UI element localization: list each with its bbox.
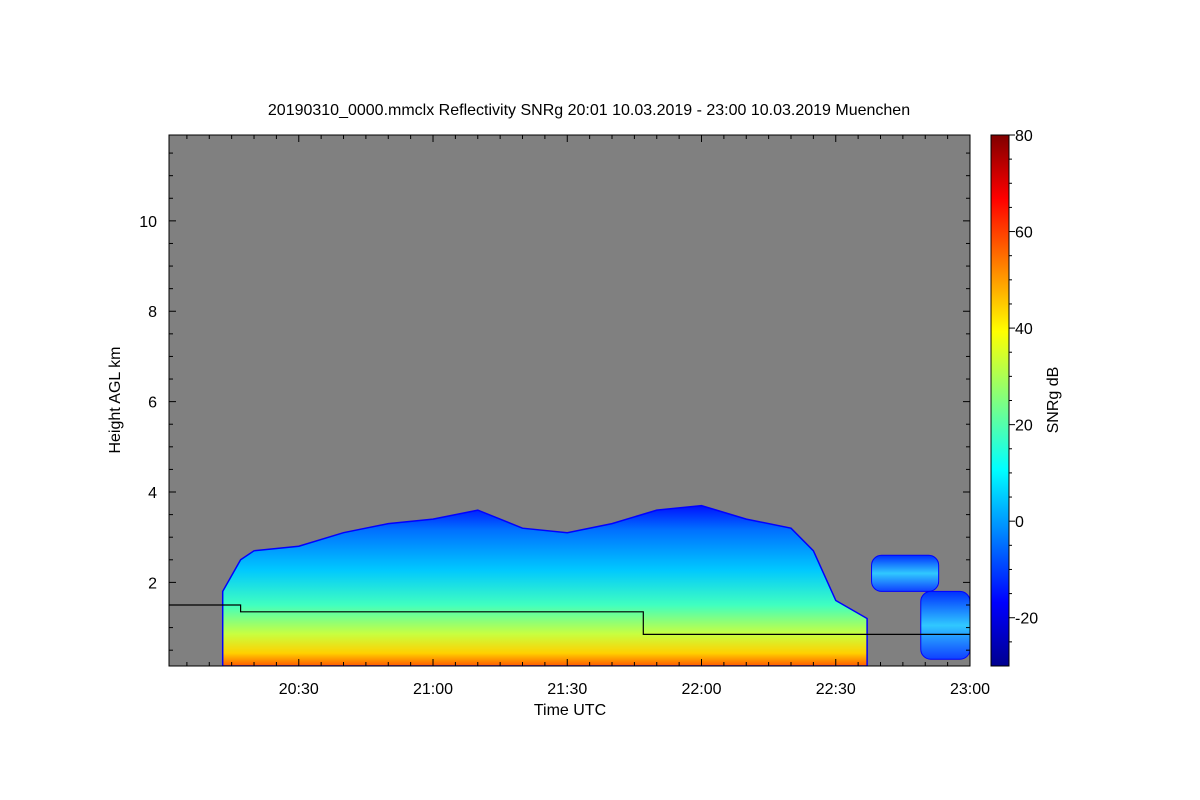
echo-region: [221, 504, 868, 666]
chart-title: 20190310_0000.mmclx Reflectivity SNRg 20…: [268, 102, 910, 119]
y-axis-label: Height AGL km: [107, 346, 124, 453]
echo-cell-2: [920, 590, 970, 660]
x-tick-label: 22:00: [681, 681, 721, 698]
x-axis-label: Time UTC: [534, 702, 606, 719]
y-tick-label: 8: [148, 304, 157, 321]
colorbar-tick-label: -20: [1015, 611, 1038, 628]
y-tick-label: 2: [148, 575, 157, 592]
x-tick-label: 23:00: [950, 681, 990, 698]
y-tick-label: 4: [148, 485, 157, 502]
heatmap-area: [169, 504, 970, 666]
colorbar-axis: -20 0 20 40 60 80: [1009, 128, 1038, 643]
colorbar-tick-label: 40: [1015, 321, 1033, 338]
overlay-line: [169, 604, 970, 635]
x-axis: 20:30 21:00 21:30 22:00 22:30 23:00: [186, 135, 990, 698]
x-tick-label: 22:30: [816, 681, 856, 698]
echo-cell-1: [871, 554, 940, 592]
y-tick-label: 10: [139, 214, 157, 231]
colorbar-tick-label: 20: [1015, 418, 1033, 435]
colorbar-tick-label: 60: [1015, 225, 1033, 242]
colorbar-tick-label: 0: [1015, 514, 1024, 531]
x-tick-label: 21:30: [547, 681, 587, 698]
colorbar-label: SNRg dB: [1045, 367, 1062, 434]
colorbar: [990, 134, 1010, 667]
x-tick-label: 21:00: [413, 681, 453, 698]
x-tick-label: 20:30: [279, 681, 319, 698]
plot-frame: [168, 134, 971, 667]
colorbar-tick-label: 80: [1015, 128, 1033, 145]
y-axis: 2 4 6 8 10: [139, 152, 970, 651]
y-tick-label: 6: [148, 395, 157, 412]
